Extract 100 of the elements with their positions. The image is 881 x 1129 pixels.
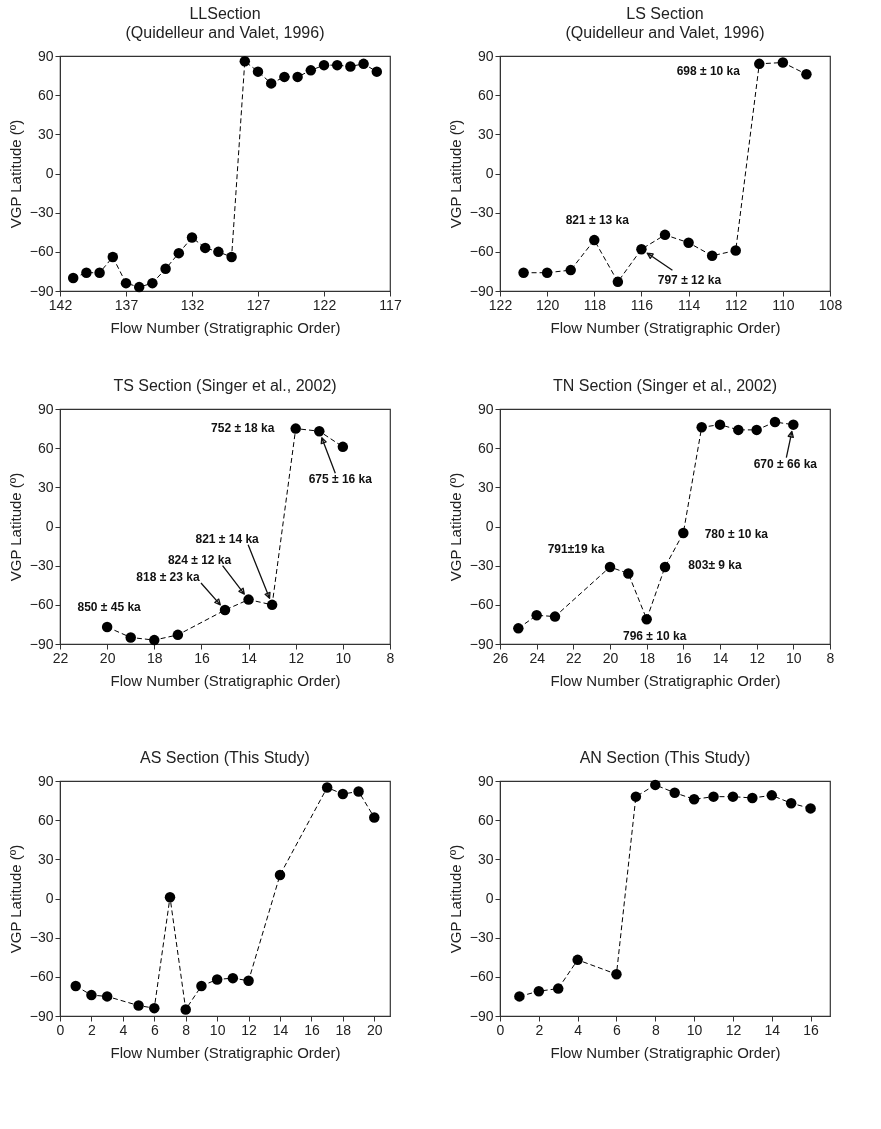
x-tick-label: 12 <box>749 649 766 666</box>
point <box>541 267 553 278</box>
point <box>213 246 224 258</box>
point <box>659 229 671 241</box>
y-tick-label: 0 <box>45 890 54 906</box>
point <box>81 267 92 278</box>
x-tick-label: 20 <box>99 649 116 666</box>
y-axis-title: VGP Latitude (º) <box>6 119 24 229</box>
y-tick-label: −60 <box>29 596 54 613</box>
annotation: 796 ± 10 ka <box>623 629 687 644</box>
x-tick-label: 112 <box>725 296 748 313</box>
x-tick-label: 8 <box>386 649 395 666</box>
y-tick-label: 90 <box>477 772 494 789</box>
x-tick-label: 16 <box>304 1021 320 1038</box>
x-tick-label: 22 <box>52 649 69 666</box>
y-tick-label: −30 <box>469 557 494 574</box>
point <box>292 71 303 83</box>
point <box>706 250 718 261</box>
point <box>86 989 97 1001</box>
y-tick-label: −30 <box>469 204 494 221</box>
point <box>318 59 330 71</box>
point <box>358 58 369 70</box>
x-tick-label: 14 <box>764 1021 781 1038</box>
point <box>572 954 583 966</box>
point <box>70 980 81 992</box>
point <box>641 613 652 625</box>
point <box>513 623 524 634</box>
y-tick-label: 30 <box>37 850 54 867</box>
y-tick-label: −90 <box>29 1007 54 1024</box>
y-tick-label: −30 <box>29 929 54 946</box>
point <box>683 237 694 248</box>
point <box>164 891 176 903</box>
point <box>727 791 739 802</box>
y-tick-label: 0 <box>45 518 54 534</box>
point <box>226 251 237 263</box>
x-tick-label: 20 <box>602 649 619 666</box>
point <box>211 974 223 985</box>
y-tick-label: 0 <box>45 165 54 181</box>
x-axis-title: Flow Number (Stratigraphic Order) <box>550 671 781 689</box>
point <box>186 232 198 243</box>
x-tick-label: 114 <box>677 296 701 313</box>
x-tick-label: 12 <box>725 1021 742 1038</box>
x-tick-label: 127 <box>246 296 271 313</box>
x-tick-label: 0 <box>496 1021 505 1038</box>
x-tick-label: 12 <box>288 649 305 666</box>
point <box>149 1002 160 1014</box>
x-tick-label: 2 <box>535 1021 544 1038</box>
annotation: 803± 9 ka <box>688 557 742 572</box>
y-tick-label: 0 <box>485 890 494 906</box>
point <box>533 985 545 997</box>
chart-title: AS Section (This Study) <box>140 749 310 766</box>
x-tick-label: 18 <box>639 649 656 666</box>
x-tick-label: 6 <box>150 1021 159 1038</box>
y-tick-label: 0 <box>485 165 494 181</box>
point <box>589 234 600 246</box>
point <box>611 968 622 980</box>
point <box>279 71 290 83</box>
point <box>101 991 113 1002</box>
x-axis-title: Flow Number (Stratigraphic Order) <box>110 671 341 689</box>
point <box>630 791 642 802</box>
x-tick-label: 137 <box>114 296 139 313</box>
x-tick-label: 26 <box>492 649 509 666</box>
point <box>219 604 231 616</box>
x-tick-label: 118 <box>583 296 607 313</box>
x-tick-label: 18 <box>335 1021 352 1038</box>
x-tick-label: 8 <box>826 649 835 666</box>
point <box>733 424 744 436</box>
point <box>125 632 136 643</box>
point <box>801 69 812 80</box>
y-tick-label: −90 <box>469 1007 494 1024</box>
x-tick-label: 142 <box>48 296 73 313</box>
point <box>337 788 349 800</box>
point <box>805 803 816 814</box>
x-tick-label: 16 <box>194 649 210 666</box>
point <box>173 247 185 259</box>
x-tick-label: 116 <box>630 296 654 313</box>
point <box>777 57 789 68</box>
x-tick-label: 10 <box>686 1021 703 1038</box>
x-tick-label: 10 <box>209 1021 226 1038</box>
point <box>623 568 634 579</box>
y-tick-label: −90 <box>29 282 54 299</box>
point <box>172 629 184 641</box>
point <box>785 797 797 809</box>
y-tick-label: 30 <box>37 478 54 495</box>
point <box>266 599 278 611</box>
chart-title: LS Section <box>626 5 704 22</box>
y-tick-label: 90 <box>477 47 494 64</box>
y-tick-label: −60 <box>469 968 494 985</box>
x-tick-label: 8 <box>651 1021 660 1038</box>
point <box>239 55 251 67</box>
point <box>766 790 778 801</box>
point <box>371 66 383 77</box>
point <box>252 66 264 77</box>
x-tick-label: 18 <box>147 649 163 666</box>
point <box>160 263 171 275</box>
point <box>101 621 113 633</box>
y-tick-label: −90 <box>469 282 494 299</box>
y-tick-label: 60 <box>477 811 494 828</box>
point <box>747 792 758 804</box>
y-tick-label: −60 <box>29 243 54 260</box>
